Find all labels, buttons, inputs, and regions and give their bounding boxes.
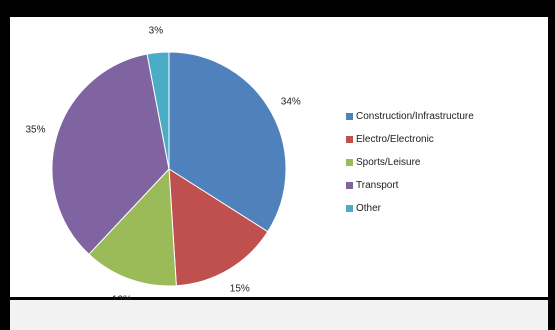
slice-label-0: 34% <box>280 96 301 108</box>
legend-item-0: Construction/Infrastructure <box>346 105 474 128</box>
bottom-strip <box>10 300 548 330</box>
legend-label-0: Construction/Infrastructure <box>356 111 474 122</box>
legend: Construction/Infrastructure Electro/Elect… <box>346 105 474 220</box>
legend-item-2: Sports/Leisure <box>346 151 474 174</box>
legend-item-4: Other <box>346 197 474 220</box>
pie-slice-2 <box>88 167 177 287</box>
slice-label-4: 3% <box>148 25 164 37</box>
chart-panel: 34% 15% 13% 35% 3% Construction/Infrastructu… <box>10 17 548 305</box>
pie-slice-4 <box>146 51 170 170</box>
legend-swatch-2 <box>346 159 353 166</box>
slice-label-3: 35% <box>25 124 46 136</box>
legend-label-2: Sports/Leisure <box>356 157 421 168</box>
slice-label-1: 15% <box>229 283 250 295</box>
pie-slice-1 <box>168 168 269 287</box>
pie-slice-0 <box>168 51 287 233</box>
pie-slice-3 <box>51 53 170 255</box>
legend-label-4: Other <box>356 203 382 214</box>
legend-label-1: Electro/Electronic <box>356 134 434 145</box>
legend-label-3: Transport <box>356 180 399 191</box>
pie-chart <box>51 51 287 287</box>
legend-swatch-0 <box>346 113 353 120</box>
slice-label-2: 13% <box>112 294 132 305</box>
legend-swatch-1 <box>346 136 353 143</box>
legend-swatch-3 <box>346 182 353 189</box>
legend-swatch-4 <box>346 205 353 212</box>
legend-item-1: Electro/Electronic <box>346 128 474 151</box>
legend-item-3: Transport <box>346 174 474 197</box>
